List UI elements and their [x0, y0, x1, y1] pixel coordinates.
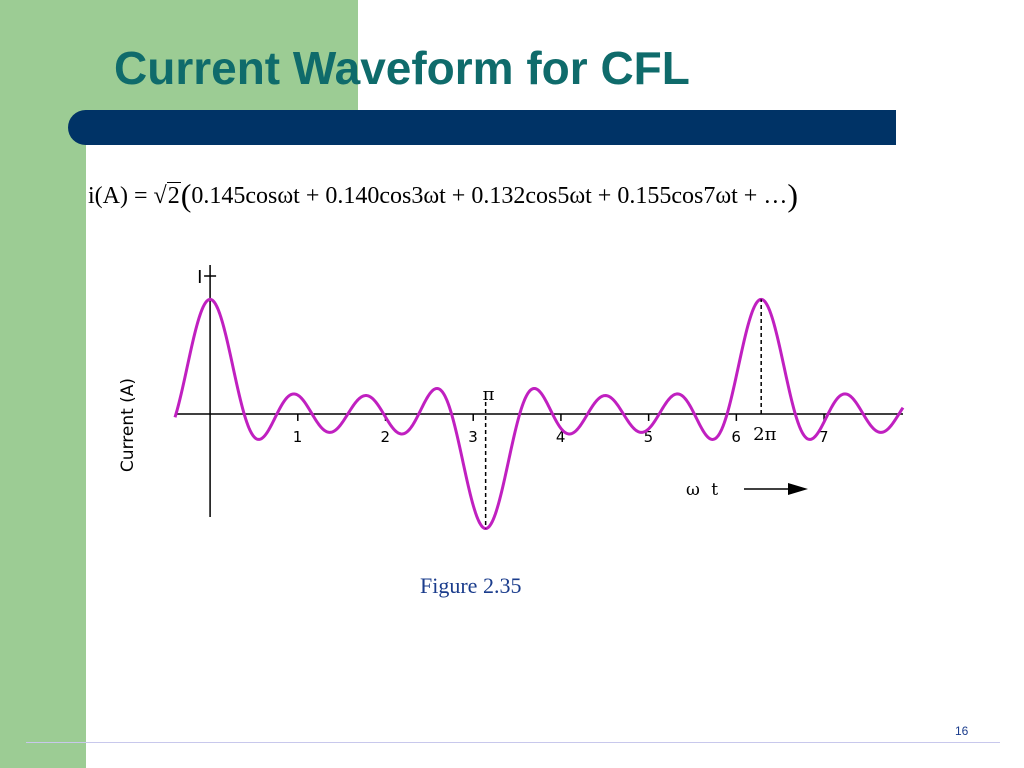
top-green-band: [86, 0, 358, 110]
sqrt-expression: √2: [154, 178, 181, 214]
footer-divider: [26, 742, 1000, 743]
x-axis-direction-arrow-icon: [788, 483, 808, 495]
equation-open-paren: (: [180, 177, 192, 213]
y-axis-marker: I: [197, 267, 202, 288]
x-tick-label-4: 4: [556, 428, 566, 446]
x-tick-label-2: 2: [381, 428, 391, 446]
title-underline-bar: [68, 110, 896, 145]
x-axis-label: ω t: [686, 480, 721, 500]
x-tick-label-3: 3: [468, 428, 478, 446]
annotation-label-1: 2π: [753, 424, 776, 445]
equation-terms: 0.145cosωt + 0.140cos3ωt + 0.132cos5ωt +…: [191, 183, 788, 209]
slide-title: Current Waveform for CFL: [114, 42, 690, 94]
annotation-label-0: π: [483, 384, 495, 405]
y-axis-label: Current (A): [118, 378, 138, 472]
equation-close-paren: ): [787, 177, 798, 213]
x-tick-label-6: 6: [731, 428, 741, 446]
current-equation: i(A) = √2(0.145cosωt + 0.140cos3ωt + 0.1…: [88, 177, 798, 214]
sqrt-symbol: √: [153, 183, 167, 209]
page-number: 16: [955, 724, 969, 738]
x-tick-label-7: 7: [819, 428, 829, 446]
current-waveform-line: [173, 297, 905, 531]
x-tick-label-1: 1: [293, 428, 303, 446]
equation-lhs: i(A) =: [88, 183, 154, 209]
sqrt-radicand: 2: [166, 182, 181, 209]
x-tick-label-5: 5: [644, 428, 654, 446]
figure-caption: Figure 2.35: [420, 573, 522, 598]
